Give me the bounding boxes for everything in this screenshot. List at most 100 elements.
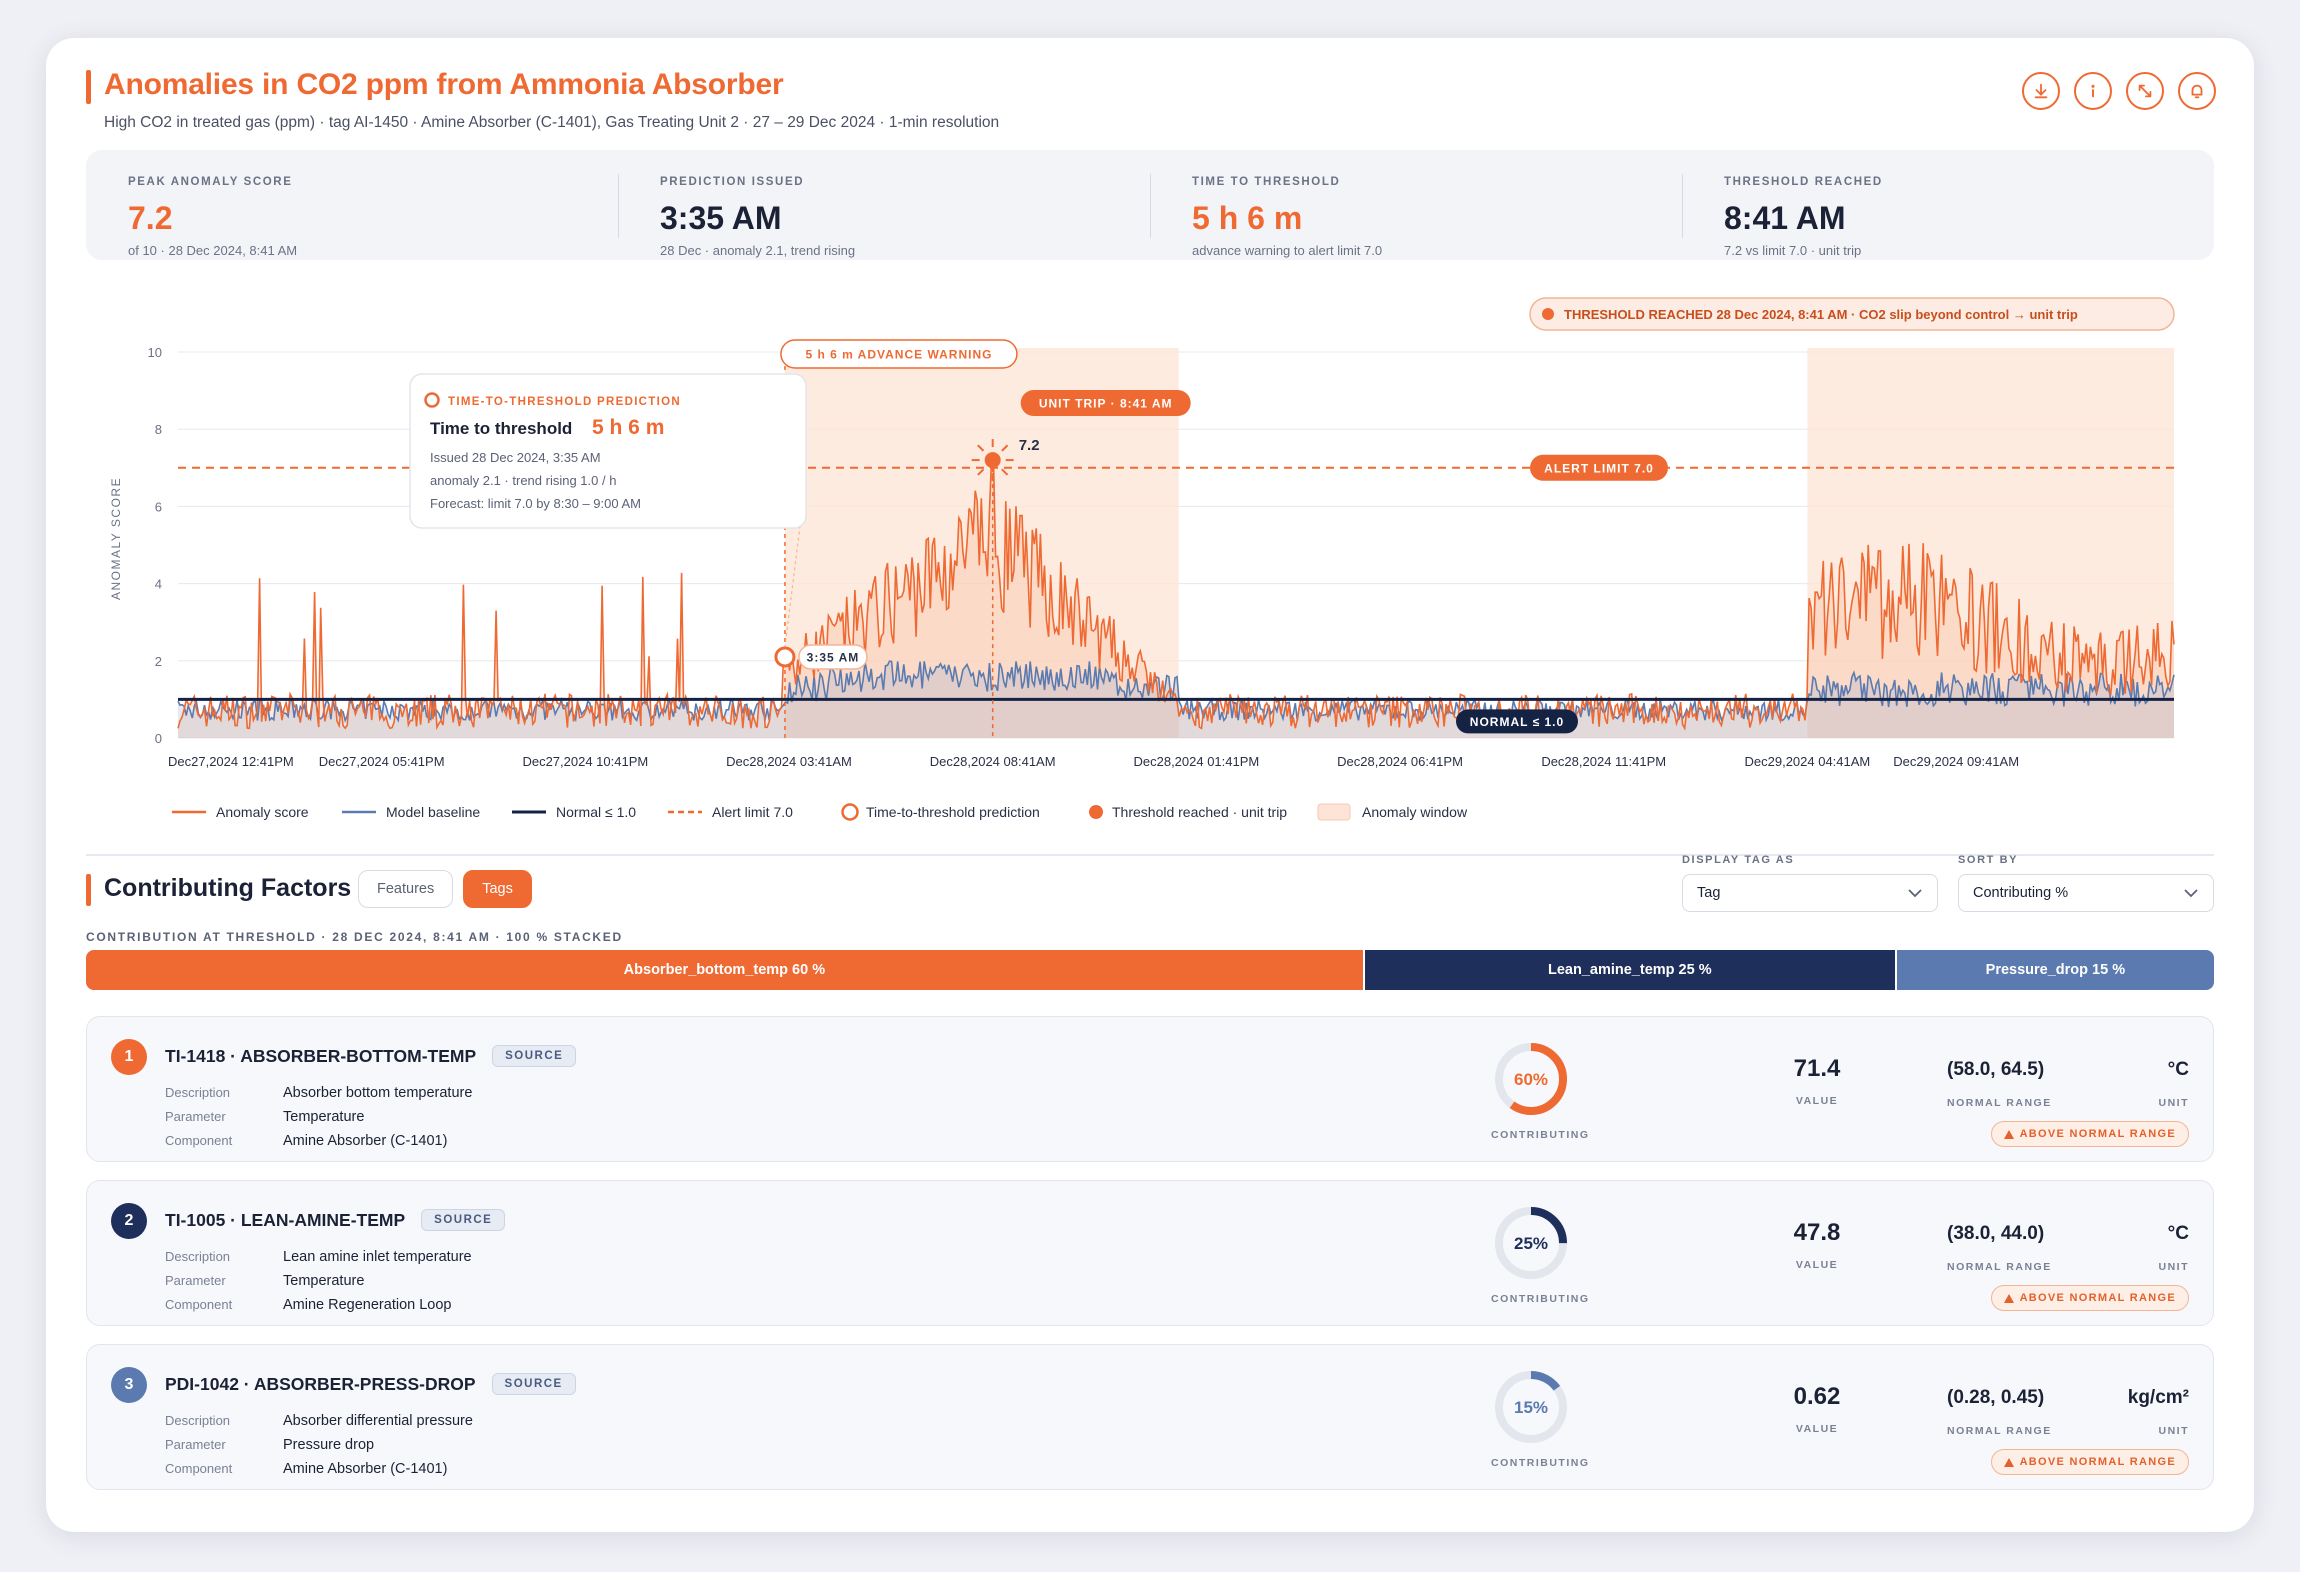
normal-label-text: NORMAL ≤ 1.0 [1470,715,1564,729]
warning-triangle-icon [2003,1457,2014,1467]
page-title: Anomalies in CO2 ppm from Ammonia Absorb… [104,68,784,101]
meta-key: Description [165,1413,231,1428]
tab-features[interactable]: Features [358,870,454,908]
meta-key: Component [165,1133,233,1148]
display-tag-value: Tag [1697,885,1721,901]
legend-label: Time-to-threshold prediction [866,804,1040,820]
threshold-banner: THRESHOLD REACHED 28 Dec 2024, 8:41 AM ·… [1529,297,2175,331]
contributing-caption: CONTRIBUTING [1491,1293,1590,1305]
factor-value: 0.62 [1793,1383,1841,1410]
x-tick-label: Dec28,2024 11:41PM [1541,754,1666,769]
tab-tags[interactable]: Tags [463,870,532,908]
kpi-strip: PEAK ANOMALY SCORE 7.2 of 10 · 28 Dec 20… [86,150,2214,260]
peak-value-label: 7.2 [1019,437,1040,454]
sort-by-value: Contributing % [1973,885,2069,901]
kpi-sub: advance warning to alert limit 7.0 [1192,243,1383,258]
stack-segment[interactable]: Absorber_bottom_temp 60 % [86,950,1363,990]
legend-item: Threshold reached · unit trip [1089,804,1287,820]
unit-caption: UNIT [2158,1425,2189,1437]
meta-key: Component [165,1297,233,1312]
legend-item: Normal ≤ 1.0 [512,804,636,820]
factor-component: Amine Regeneration Loop [283,1297,452,1313]
factor-card[interactable]: 2 TI-1005 · LEAN-AMINE-TEMP SOURCE Descr… [86,1180,2214,1326]
sort-by-select[interactable]: Contributing % [1958,874,2214,912]
meta-key: Component [165,1461,233,1476]
contribution-stack-bar: Absorber_bottom_temp 60 % Lean_amine_temp… [86,950,2214,990]
y-axis-label: ANOMALY SCORE [109,477,123,600]
range-caption: NORMAL RANGE [1947,1425,2052,1437]
kpi-value: 5 h 6 m [1192,200,1303,236]
factor-card[interactable]: 3 PDI-1042 · ABSORBER-PRESS-DROP SOURCE … [86,1344,2214,1490]
source-badge: SOURCE [421,1209,506,1231]
legend-swatch [841,803,859,821]
tooltip-ring-icon [424,392,440,408]
tooltip-box [409,373,807,529]
factor-meta: Description Absorber differential pressur… [165,1409,473,1481]
burst-ray [977,444,985,452]
factor-tag-name: PDI-1042 · ABSORBER-PRESS-DROP [165,1373,476,1394]
x-tick-label: Dec28,2024 01:41PM [1133,754,1259,769]
range-caption: NORMAL RANGE [1947,1097,2052,1109]
meta-key: Parameter [165,1109,226,1124]
factor-parameter: Temperature [283,1273,365,1289]
stack-caption: CONTRIBUTION AT THRESHOLD · 28 DEC 2024,… [86,930,623,944]
rank-badge: 3 [111,1367,147,1403]
y-tick-label: 6 [155,499,162,514]
x-tick-label: Dec27,2024 12:41PM [168,754,294,769]
factor-tag: TI-1005 · LEAN-AMINE-TEMP SOURCE [165,1209,506,1231]
view-toggle: Features Tags [358,870,532,908]
kpi-value: 7.2 [128,200,173,236]
factor-component: Amine Absorber (C-1401) [283,1133,448,1149]
info-icon[interactable] [2074,72,2112,110]
tooltip-connector [784,477,807,648]
legend-label: Threshold reached · unit trip [1112,804,1287,820]
anomaly-card: Anomalies in CO2 ppm from Ammonia Absorb… [46,38,2254,1532]
unit-trip-label-text: UNIT TRIP · 8:41 AM [1039,397,1173,411]
factor-meta: Description Absorber bottom temperature P… [165,1081,472,1153]
sort-by-group: SORT BY Contributing % [1958,854,2214,912]
tooltip-title: Time to threshold [430,419,572,438]
kpi-label: THRESHOLD REACHED [1724,176,1883,188]
threshold-banner-bg [1529,297,2175,331]
x-tick-label: Dec27,2024 05:41PM [319,754,445,769]
normal-range: (0.28, 0.45) [1947,1387,2045,1408]
legend-label: Normal ≤ 1.0 [556,804,636,820]
burst-ray [977,468,985,476]
legend-label: Alert limit 7.0 [712,804,793,820]
y-tick-label: 2 [155,654,162,669]
series-line-anomaly-score [177,459,2175,731]
rank-badge: 2 [111,1203,147,1239]
legend-label: Anomaly score [216,804,309,820]
y-tick-label: 10 [148,345,162,360]
x-tick-label: Dec29,2024 09:41AM [1893,754,2019,769]
factor-parameter: Temperature [283,1109,365,1125]
contributing-caption: CONTRIBUTING [1491,1129,1590,1141]
legend-item: Time-to-threshold prediction [841,803,1040,821]
display-tag-select[interactable]: Tag [1682,874,1938,912]
factor-description: Lean amine inlet temperature [283,1249,472,1265]
tooltip-line: Issued 28 Dec 2024, 3:35 AM [430,450,601,465]
meta-key: Description [165,1085,231,1100]
factor-tag-name: TI-1418 · ABSORBER-BOTTOM-TEMP [165,1045,477,1066]
sort-by-label: SORT BY [1958,854,2019,866]
kpi-label: PEAK ANOMALY SCORE [128,176,293,188]
factor-card[interactable]: 1 TI-1418 · ABSORBER-BOTTOM-TEMP SOURCE … [86,1016,2214,1162]
factor-parameter: Pressure drop [283,1437,375,1453]
kpi-label: PREDICTION ISSUED [660,176,805,188]
threshold-banner-dot [1542,308,1554,320]
legend-item: Model baseline [342,804,480,820]
download-icon[interactable] [2022,72,2060,110]
stack-segment[interactable]: Pressure_drop 15 % [1894,950,2214,990]
prediction-time-label: 3:35 AM [798,644,868,670]
warning-triangle-icon [2003,1129,2014,1139]
expand-icon[interactable] [2126,72,2164,110]
legend-label: Anomaly window [1362,804,1468,820]
source-badge: SOURCE [492,1045,577,1067]
bell-icon[interactable] [2178,72,2216,110]
contributing-caption: CONTRIBUTING [1491,1457,1590,1469]
kpi-sub: 28 Dec · anomaly 2.1, trend rising [660,243,856,258]
alert-limit-label-text: ALERT LIMIT 7.0 [1544,461,1654,475]
value-caption: VALUE [1795,1095,1839,1107]
display-tag-group: DISPLAY TAG AS Tag [1682,854,1938,912]
stack-segment[interactable]: Lean_amine_temp 25 % [1362,950,1895,990]
